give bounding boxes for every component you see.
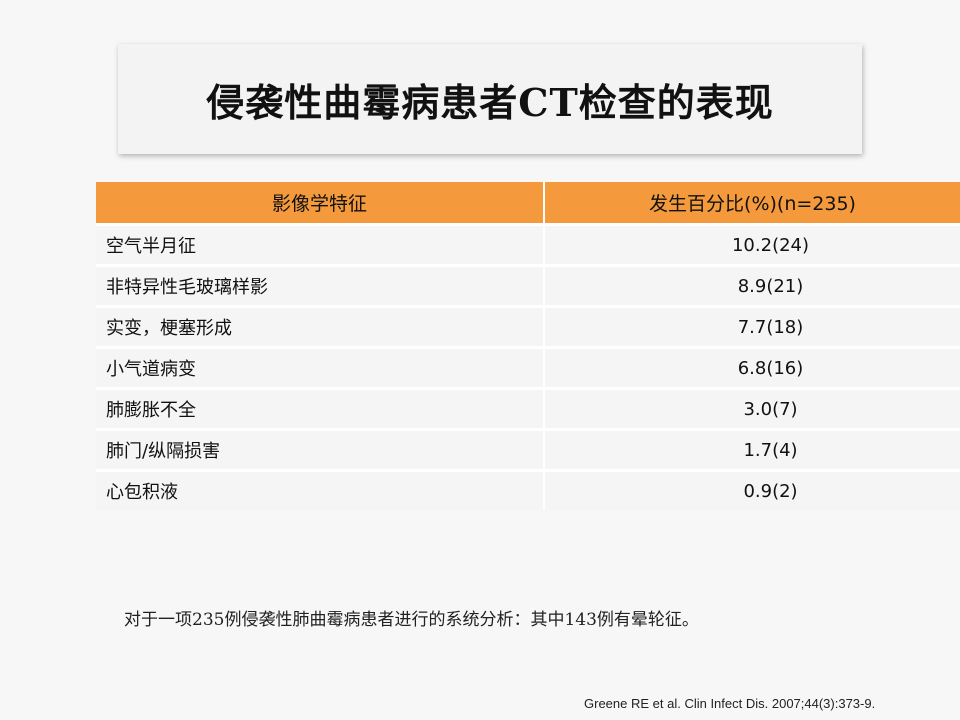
feature-cell: 小气道病变 — [96, 346, 545, 389]
feature-cell: 心包积液 — [96, 469, 545, 510]
table-row: 空气半月征 10.2(24) — [96, 223, 960, 266]
percent-cell: 1.7(4) — [544, 428, 960, 471]
ct-findings-table: 影像学特征 发生百分比(%)(n=235) 空气半月征 10.2(24) 非特异… — [96, 182, 960, 510]
table-row: 肺门/纵隔损害 1.7(4) — [96, 428, 960, 471]
table-header-row: 影像学特征 发生百分比(%)(n=235) — [96, 182, 960, 225]
summary-note: 对于一项235例侵袭性肺曲霉病患者进行的系统分析：其中143例有晕轮征。 — [124, 610, 699, 630]
feature-cell: 实变，梗塞形成 — [96, 305, 545, 348]
header-percent: 发生百分比(%)(n=235) — [544, 182, 960, 225]
table-row: 心包积液 0.9(2) — [96, 469, 960, 510]
percent-cell: 10.2(24) — [544, 223, 960, 266]
feature-cell: 肺门/纵隔损害 — [96, 428, 545, 471]
feature-cell: 空气半月征 — [96, 223, 545, 266]
percent-cell: 7.7(18) — [544, 305, 960, 348]
percent-cell: 8.9(21) — [544, 264, 960, 307]
table-row: 小气道病变 6.8(16) — [96, 346, 960, 389]
percent-cell: 0.9(2) — [544, 469, 960, 510]
feature-cell: 非特异性毛玻璃样影 — [96, 264, 545, 307]
percent-cell: 6.8(16) — [544, 346, 960, 389]
table-row: 肺膨胀不全 3.0(7) — [96, 387, 960, 430]
citation: Greene RE et al. Clin Infect Dis. 2007;4… — [584, 696, 876, 711]
slide-title: 侵袭性曲霉病患者CT检查的表现 — [206, 79, 774, 125]
table-row: 实变，梗塞形成 7.7(18) — [96, 305, 960, 348]
table-row: 非特异性毛玻璃样影 8.9(21) — [96, 264, 960, 307]
title-box: 侵袭性曲霉病患者CT检查的表现 — [118, 44, 862, 154]
header-feature: 影像学特征 — [96, 182, 545, 225]
feature-cell: 肺膨胀不全 — [96, 387, 545, 430]
percent-cell: 3.0(7) — [544, 387, 960, 430]
